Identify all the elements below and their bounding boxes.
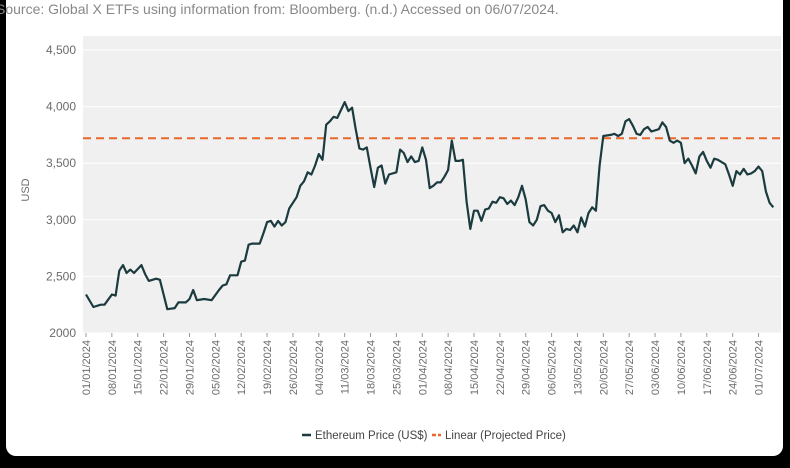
x-tick-label: 05/02/2024 <box>210 340 222 395</box>
x-tick-label: 01/01/2024 <box>81 340 93 395</box>
chart-subtitle: Source: Global X ETFs using information … <box>0 1 559 17</box>
plot-area <box>83 36 781 333</box>
x-tick-label: 15/04/2024 <box>469 340 481 395</box>
x-tick-label: 29/01/2024 <box>184 340 196 395</box>
x-tick-label: 13/05/2024 <box>572 340 584 395</box>
x-tick-label: 12/02/2024 <box>236 340 248 395</box>
y-tick-label: 4,500 <box>46 43 76 57</box>
x-tick-label: 08/01/2024 <box>107 340 119 395</box>
x-tick-label: 10/06/2024 <box>676 340 688 395</box>
x-tick-label: 26/02/2024 <box>288 340 300 395</box>
y-axis-label: USD <box>20 178 32 201</box>
x-tick-label: 22/04/2024 <box>495 340 507 395</box>
x-tick-label: 25/03/2024 <box>391 340 403 395</box>
x-tick-label: 17/06/2024 <box>702 340 714 395</box>
x-tick-label: 11/03/2024 <box>340 340 352 394</box>
y-tick-label: 3,000 <box>46 213 76 227</box>
y-tick-label: 2000 <box>49 326 76 340</box>
legend-label: Ethereum Price (US$) <box>315 430 428 442</box>
x-tick-label: 29/04/2024 <box>521 340 533 395</box>
x-tick-label: 06/05/2024 <box>547 340 559 395</box>
x-tick-label: 01/07/2024 <box>754 340 766 395</box>
y-tick-label: 4,000 <box>46 100 76 114</box>
x-tick-label: 15/01/2024 <box>133 340 145 395</box>
x-tick-label: 20/05/2024 <box>598 340 610 395</box>
x-tick-label: 27/05/2024 <box>624 340 636 395</box>
y-tick-label: 2,500 <box>46 269 76 283</box>
x-tick-label: 01/04/2024 <box>417 340 429 395</box>
x-tick-label: 18/03/2024 <box>366 340 378 395</box>
x-tick-label: 24/06/2024 <box>728 340 740 395</box>
x-tick-label: 04/03/2024 <box>314 340 326 395</box>
x-tick-label: 03/06/2024 <box>650 340 662 395</box>
x-tick-label: 19/02/2024 <box>262 340 274 395</box>
legend-label: Linear (Projected Price) <box>445 430 566 442</box>
y-tick-label: 3,500 <box>46 156 76 170</box>
price-line <box>85 101 775 311</box>
x-tick-label: 08/04/2024 <box>443 340 455 395</box>
x-tick-label: 22/01/2024 <box>159 340 171 395</box>
